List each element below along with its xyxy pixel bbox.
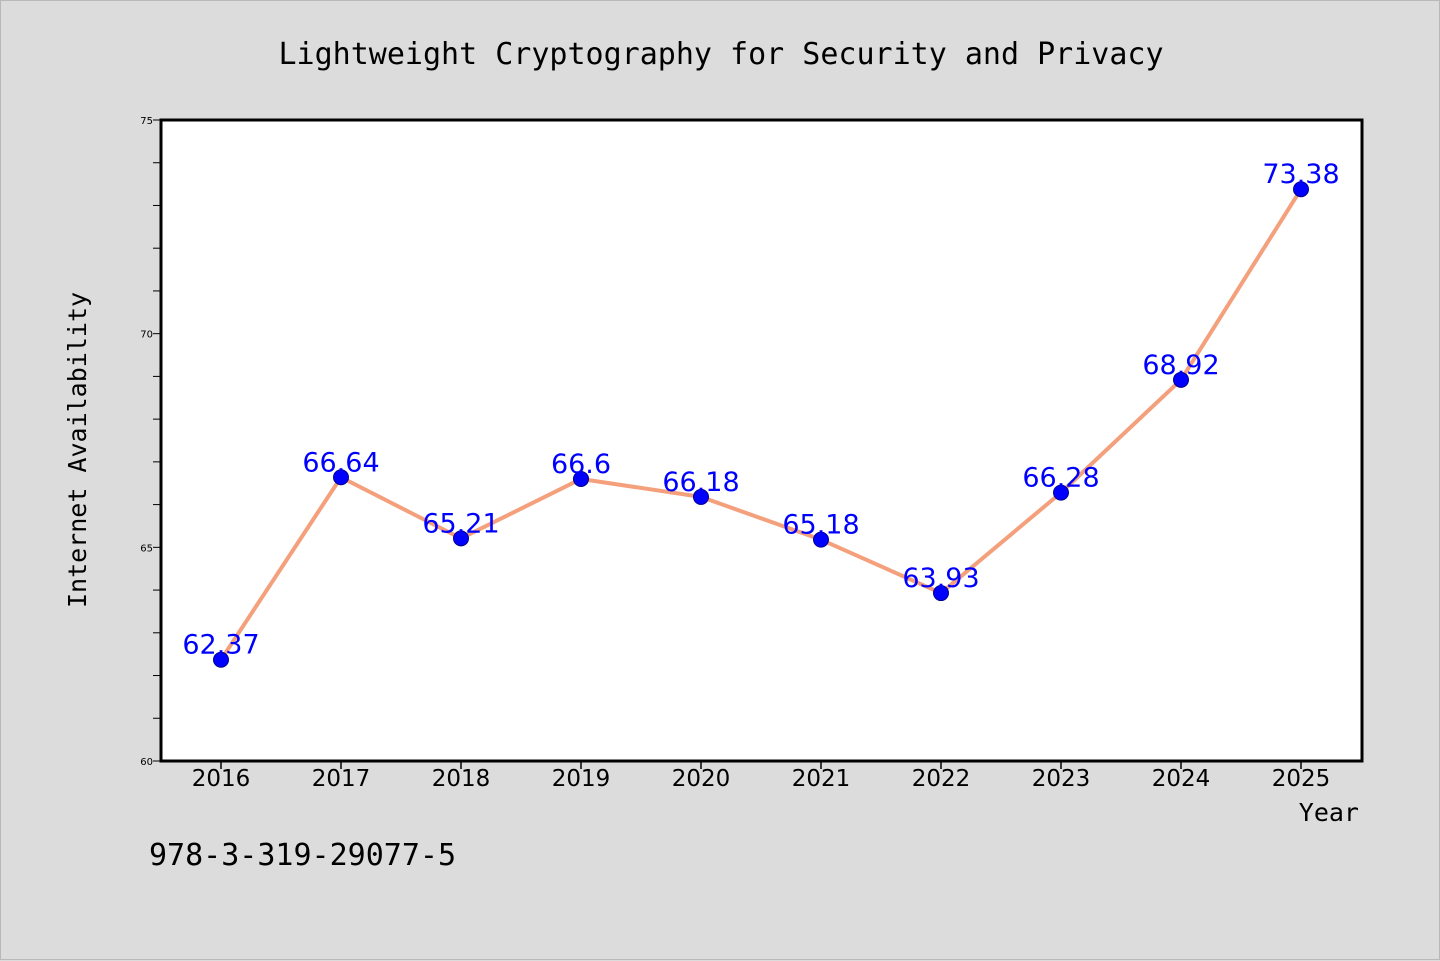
data-point <box>1053 484 1069 501</box>
data-label: 68.92 <box>1142 350 1219 381</box>
data-point <box>693 488 709 505</box>
y-tick-label: 75 <box>140 116 153 127</box>
data-label: 63.93 <box>902 563 979 594</box>
isbn-footer: 978-3-319-29077-5 <box>149 838 456 873</box>
data-point <box>1173 371 1189 388</box>
data-label: 66.6 <box>551 449 611 480</box>
data-label: 65.21 <box>422 508 499 539</box>
x-tick-label: 2017 <box>312 766 371 792</box>
x-tick-label: 2016 <box>192 766 251 792</box>
data-label: 65.18 <box>782 510 859 541</box>
data-label: 62.37 <box>182 630 259 661</box>
y-tick-label: 60 <box>140 757 153 768</box>
x-tick-label: 2024 <box>1152 766 1211 792</box>
x-tick-label: 2023 <box>1032 766 1091 792</box>
data-markers <box>213 181 1309 668</box>
x-tick-label: 2025 <box>1272 766 1331 792</box>
x-tick-label: 2022 <box>912 766 971 792</box>
x-tick-label: 2018 <box>432 766 491 792</box>
y-axis-ticks: 60 65 70 75 <box>140 116 161 768</box>
data-label: 66.18 <box>662 467 739 498</box>
data-label: 66.28 <box>1022 463 1099 494</box>
data-label: 73.38 <box>1262 159 1339 190</box>
data-point <box>453 530 469 547</box>
data-point <box>1293 181 1309 198</box>
x-axis-label: Year <box>1299 798 1359 827</box>
data-point <box>813 531 829 548</box>
data-point <box>333 469 349 486</box>
data-point <box>573 470 589 487</box>
x-tick-label: 2021 <box>792 766 851 792</box>
plot-frame <box>159 118 1364 763</box>
data-label: 66.64 <box>302 447 379 478</box>
y-tick-label: 65 <box>140 543 153 554</box>
x-axis-ticks: 2016 2017 2018 2019 2020 2021 2022 2023 2024 2025 <box>192 761 1331 792</box>
y-axis-label: Internet Availability <box>63 292 92 608</box>
data-labels: 62.37 66.64 65.21 66.6 66.18 65.18 63.93 66.28 6… <box>182 159 1339 660</box>
x-tick-label: 2019 <box>552 766 611 792</box>
data-point <box>933 585 949 602</box>
plot-area <box>161 120 1362 761</box>
y-tick-label: 70 <box>140 330 153 341</box>
chart-title: Lightweight Cryptography for Security an… <box>278 37 1163 72</box>
series-line <box>219 188 1303 661</box>
data-point <box>213 651 229 668</box>
x-tick-label: 2020 <box>672 766 731 792</box>
